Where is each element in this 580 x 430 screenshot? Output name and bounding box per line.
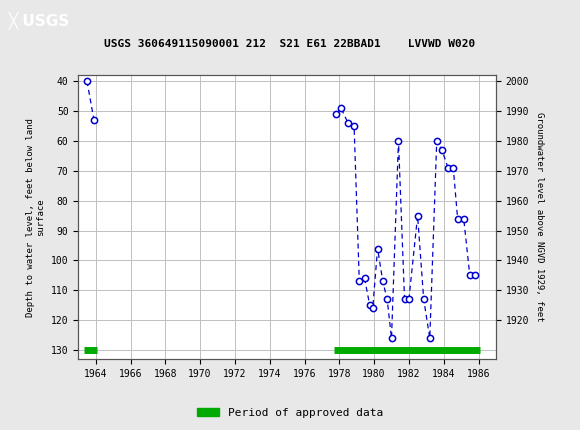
Y-axis label: Groundwater level above NGVD 1929, feet: Groundwater level above NGVD 1929, feet	[535, 112, 543, 322]
Text: USGS 360649115090001 212  S21 E61 22BBAD1    LVVWD W020: USGS 360649115090001 212 S21 E61 22BBAD1…	[104, 40, 476, 49]
Legend: Period of approved data: Period of approved data	[193, 403, 387, 422]
Text: ╳ USGS: ╳ USGS	[9, 12, 70, 29]
Y-axis label: Depth to water level, feet below land
surface: Depth to water level, feet below land su…	[26, 118, 45, 316]
